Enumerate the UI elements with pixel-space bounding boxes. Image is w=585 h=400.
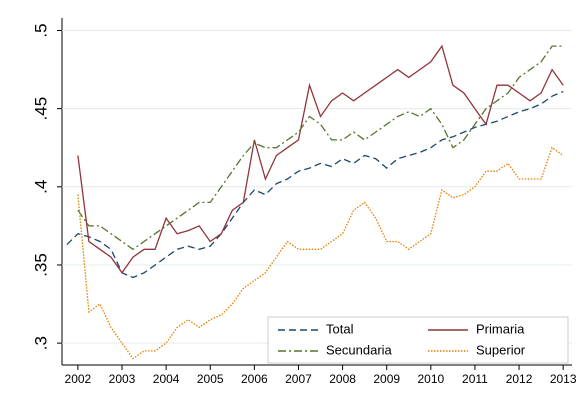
x-tick-label: 2012 — [506, 372, 533, 386]
x-tick-label: 2010 — [417, 372, 444, 386]
x-tick-label: 2013 — [550, 372, 577, 386]
x-tick-label: 2005 — [197, 372, 224, 386]
x-tick-label: 2004 — [153, 372, 180, 386]
series-line — [77, 146, 564, 360]
y-tick-label: .35 — [31, 253, 50, 277]
legend-label: Primaria — [476, 321, 525, 336]
legend-label: Total — [326, 321, 354, 336]
x-tick-label: 2003 — [109, 372, 136, 386]
x-tick-label: 2009 — [373, 372, 400, 386]
y-tick-label: .45 — [31, 97, 50, 121]
legend-label: Superior — [476, 342, 526, 357]
legend-label: Secundaria — [326, 342, 393, 357]
legend-box — [267, 316, 569, 364]
x-tick-label: 2002 — [65, 372, 92, 386]
series-line — [66, 90, 564, 279]
series-line — [77, 44, 564, 274]
x-tick-label: 2008 — [329, 372, 356, 386]
x-tick-label: 2006 — [241, 372, 268, 386]
x-tick-label: 2007 — [285, 372, 312, 386]
x-tick-label: 2011 — [462, 372, 488, 386]
y-tick-label: .5 — [31, 23, 50, 37]
y-tick-label: .4 — [31, 180, 50, 194]
y-tick-label: .3 — [31, 336, 50, 350]
series-line — [77, 45, 564, 251]
